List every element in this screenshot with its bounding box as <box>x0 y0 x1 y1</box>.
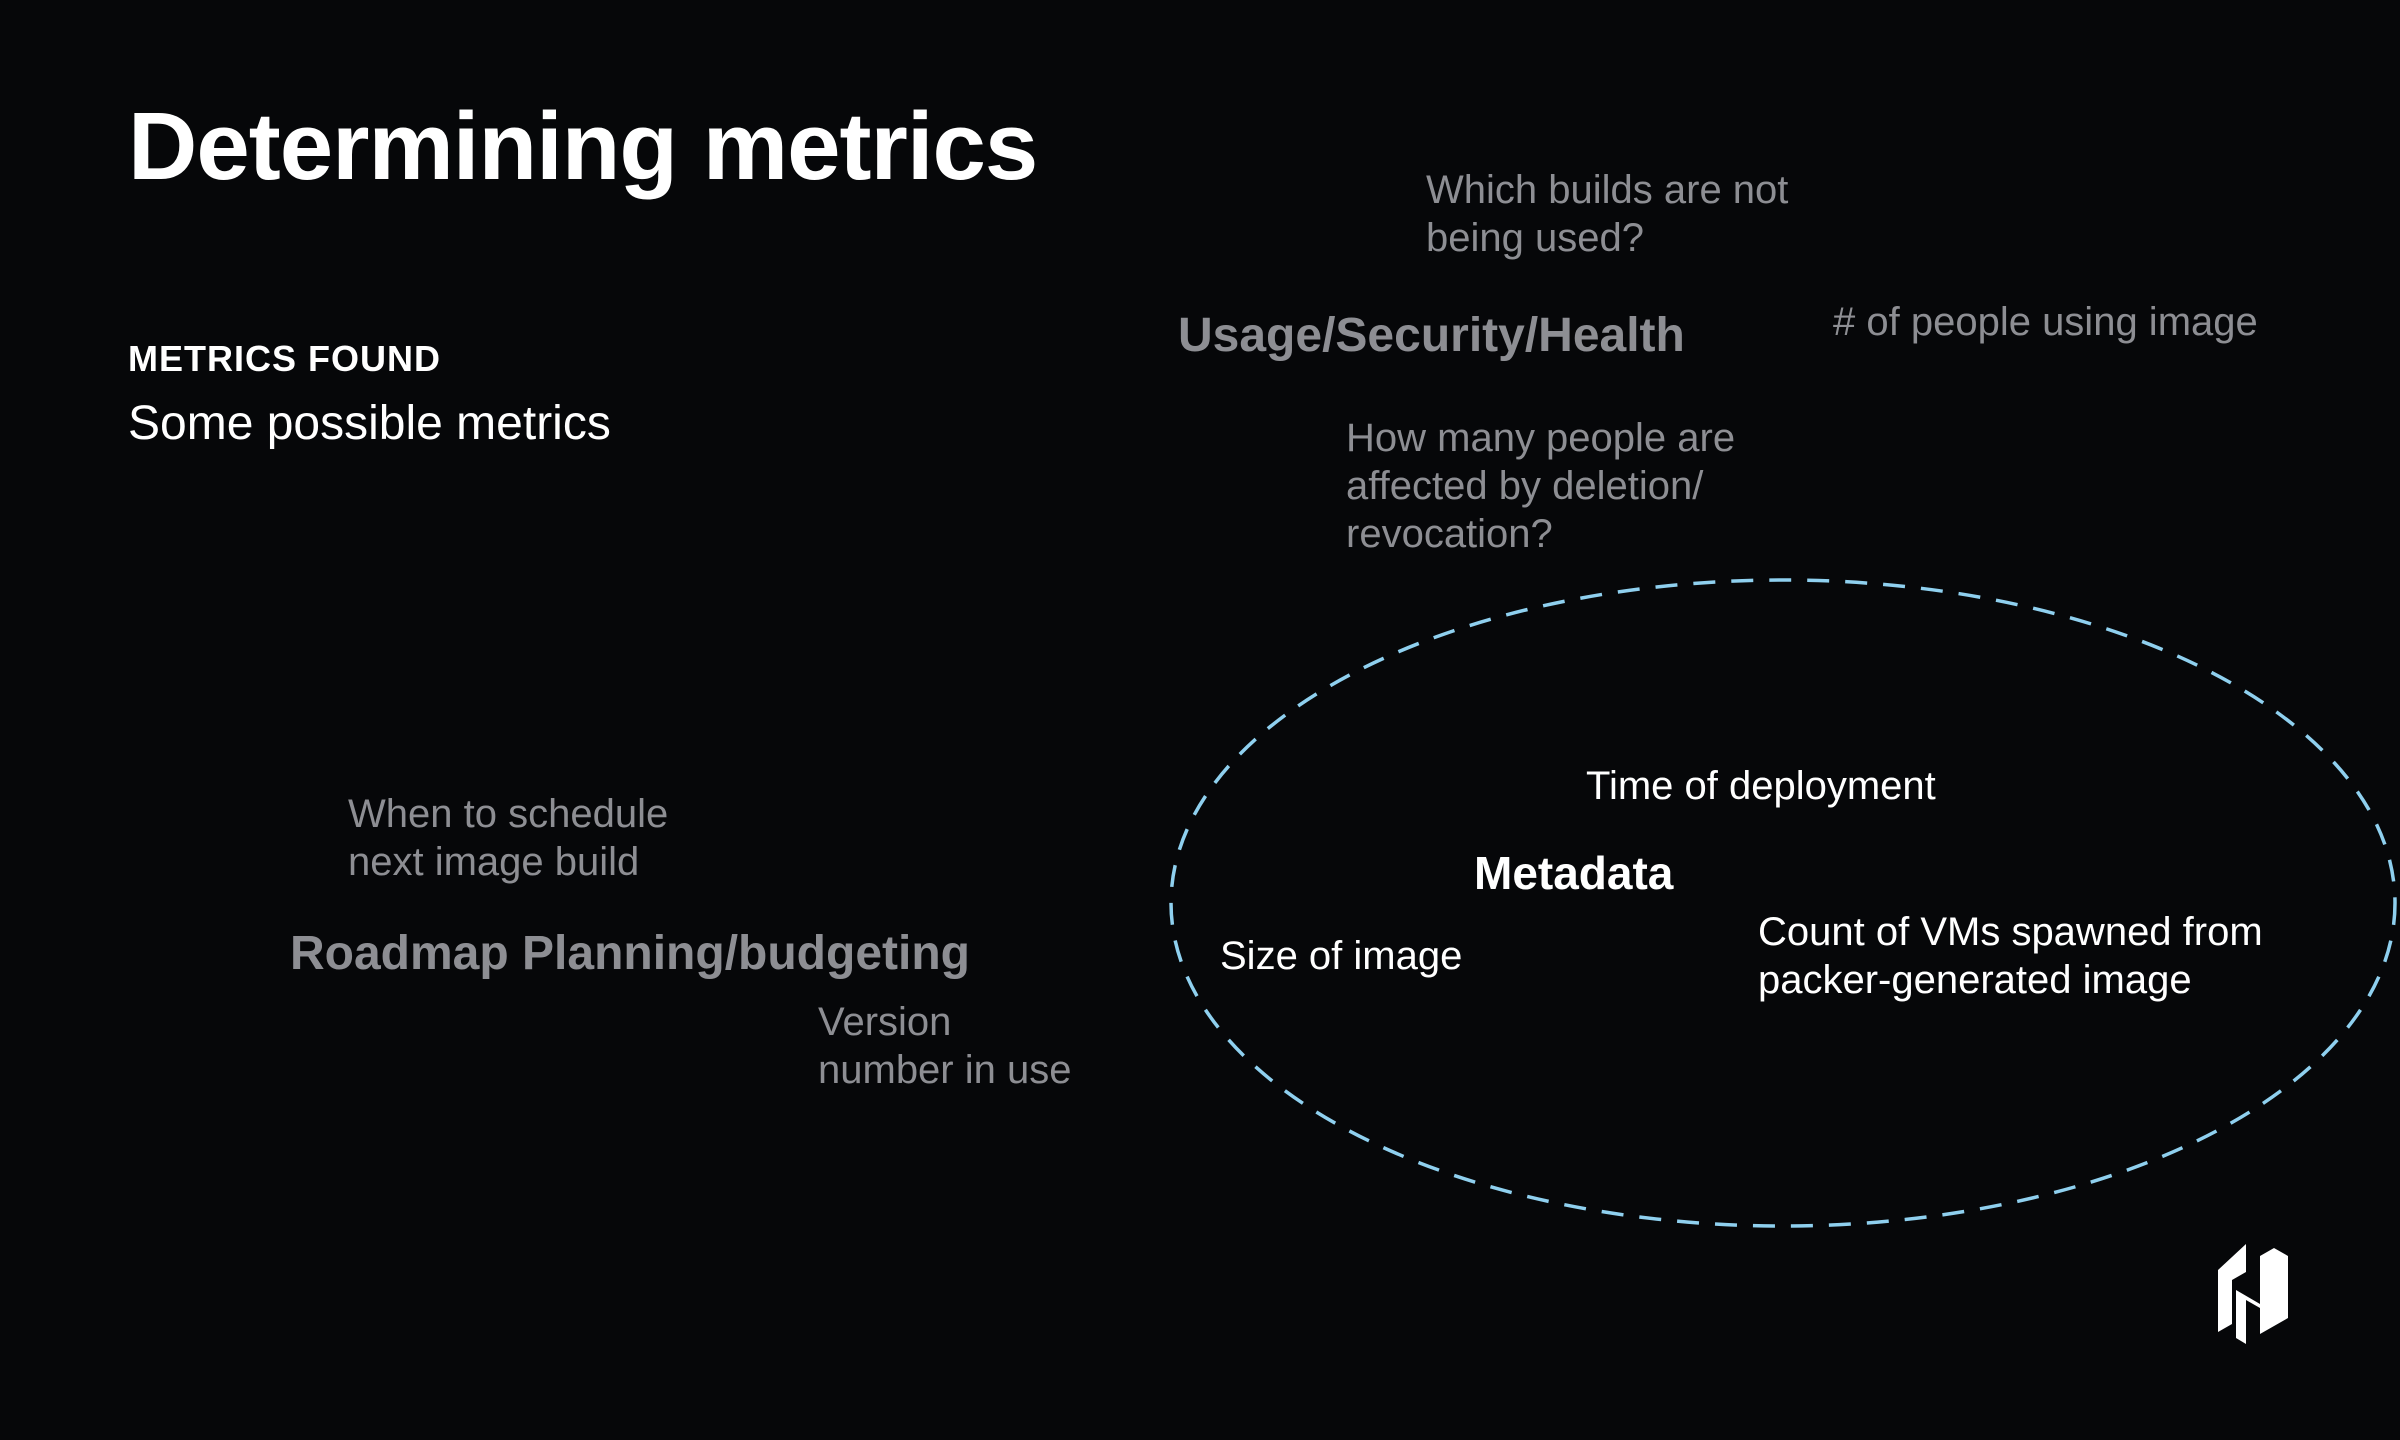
section-eyebrow: METRICS FOUND <box>128 338 441 379</box>
usage-security-health-heading: Usage/Security/Health <box>1178 309 1685 362</box>
note-people-using-image: # of people using image <box>1833 300 2258 344</box>
note-vm-count: Count of VMs spawned from packer-generat… <box>1758 908 2263 1004</box>
note-line: revocation? <box>1346 512 1553 556</box>
note-line: next image build <box>348 840 640 884</box>
note-unused-builds: Which builds are not being used? <box>1426 166 1788 262</box>
metadata-outline <box>1169 578 2397 1228</box>
note-version-in-use: Version number in use <box>818 998 1071 1094</box>
note-line: Count of VMs spawned from <box>1758 910 2263 954</box>
note-line: Version <box>818 1000 952 1044</box>
hashicorp-logo-icon <box>2218 1244 2288 1344</box>
slide-subtitle: Some possible metrics <box>128 397 611 450</box>
metadata-heading: Metadata <box>1474 847 1674 899</box>
note-affected-people: How many people are affected by deletion… <box>1346 414 1735 558</box>
note-line: When to schedule <box>348 792 669 836</box>
slide-title: Determining metrics <box>128 93 1038 200</box>
note-line: number in use <box>818 1048 1072 1092</box>
roadmap-planning-heading: Roadmap Planning/budgeting <box>290 927 970 980</box>
note-line: packer-generated image <box>1758 958 2192 1002</box>
note-line: Which builds are not <box>1426 168 1789 212</box>
note-line: affected by deletion/ <box>1346 464 1704 508</box>
note-line: How many people are <box>1346 416 1736 460</box>
note-time-of-deployment: Time of deployment <box>1586 764 1936 808</box>
note-line: being used? <box>1426 216 1644 260</box>
note-size-of-image: Size of image <box>1220 934 1463 978</box>
note-schedule-build: When to schedule next image build <box>348 790 668 886</box>
